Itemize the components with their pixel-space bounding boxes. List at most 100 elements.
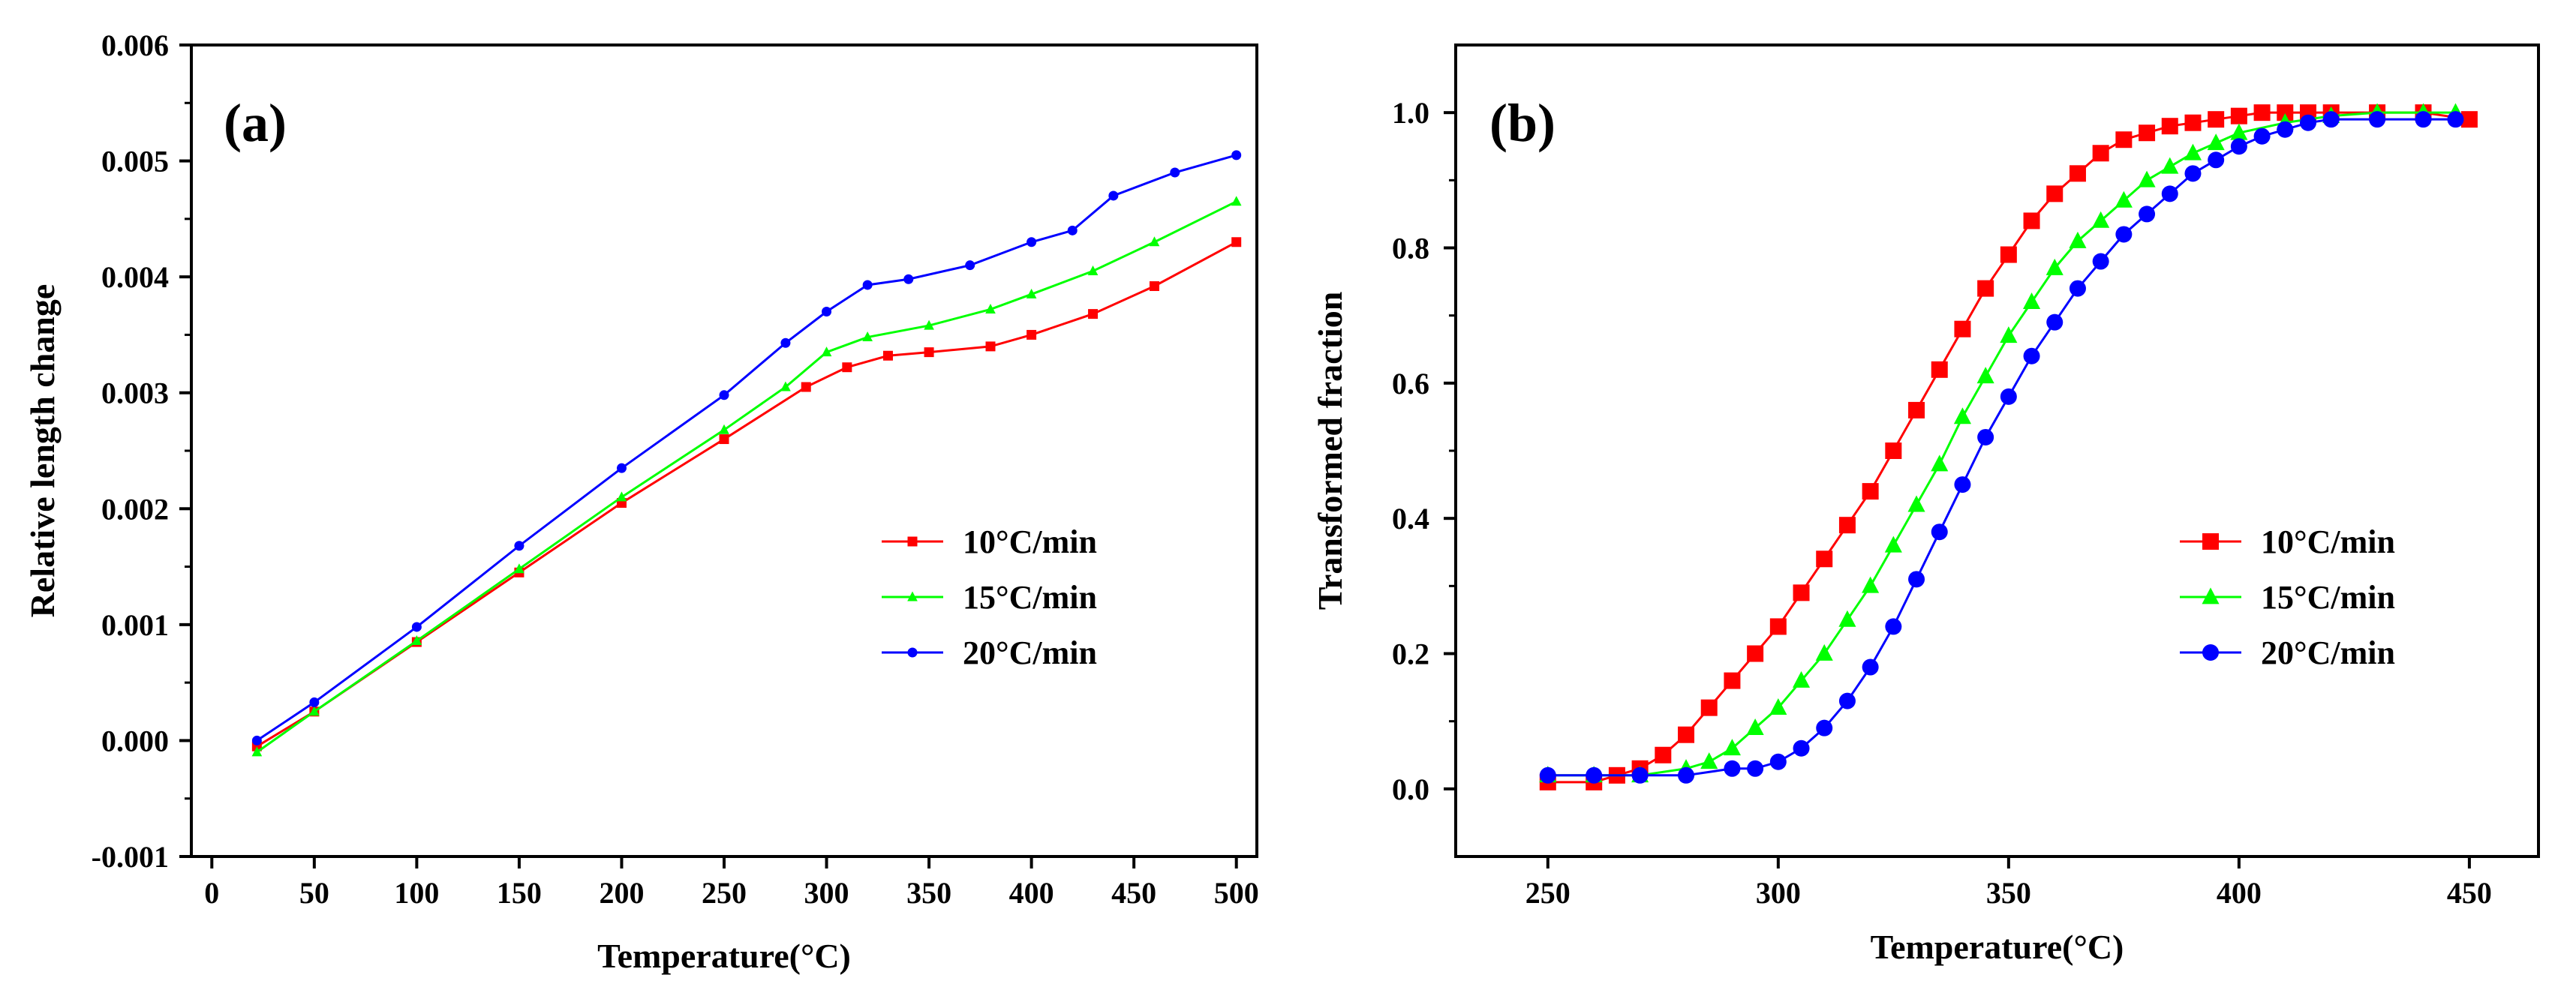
data-point xyxy=(1907,495,1925,512)
data-point xyxy=(2184,114,2202,131)
data-point xyxy=(780,338,791,348)
data-point xyxy=(251,746,263,757)
data-point xyxy=(1816,550,1833,568)
y-tick-label: 0.2 xyxy=(1392,638,1429,671)
data-point xyxy=(1170,167,1180,178)
legend-marker xyxy=(907,591,918,602)
y-tick-label: 0.005 xyxy=(101,145,169,178)
chart-panel-b: 250 300 350 400 450 0.0 0.2 0.4 0.6 0.8 1.0 Tempera… xyxy=(1311,44,2540,966)
data-point xyxy=(1838,610,1856,627)
data-point xyxy=(2046,314,2064,331)
series-line xyxy=(1547,118,2456,777)
data-point xyxy=(1862,576,1880,593)
data-point xyxy=(1678,766,1695,784)
data-point xyxy=(1793,584,1810,602)
data-point xyxy=(1724,760,1741,777)
data-point xyxy=(1792,670,1811,688)
data-point xyxy=(1977,280,1994,297)
data-point xyxy=(719,390,729,400)
data-point xyxy=(1231,237,1242,248)
data-point xyxy=(1026,329,1037,340)
y-tick-label: 0.8 xyxy=(1392,232,1429,266)
panel-label: (b) xyxy=(1489,93,1556,153)
data-point xyxy=(1678,726,1695,743)
series-10°C/min xyxy=(1539,104,2478,790)
data-point xyxy=(2069,165,2086,182)
data-point xyxy=(1088,309,1099,320)
legend-entry: 15°C/min xyxy=(2180,579,2395,616)
y-tick-label: 0.006 xyxy=(101,28,169,62)
series-20°C/min xyxy=(251,150,1242,746)
data-point xyxy=(309,706,320,716)
series-10°C/min xyxy=(251,237,1242,752)
y-tick-label: 0.000 xyxy=(101,724,169,758)
data-point xyxy=(2230,123,2248,140)
x-tick-label: 450 xyxy=(2447,876,2492,910)
data-point xyxy=(1908,401,1925,418)
legend-entry: 15°C/min xyxy=(882,579,1097,616)
series-20°C/min xyxy=(1539,111,2464,784)
x-tick-label: 150 xyxy=(497,876,542,910)
data-point xyxy=(1149,281,1159,292)
legend-entry: 10°C/min xyxy=(882,524,1097,560)
y-tick-label: 0.0 xyxy=(1392,772,1429,806)
data-point xyxy=(1746,718,1764,736)
data-point xyxy=(2415,111,2432,128)
data-point xyxy=(1747,760,1764,777)
y-tick-label: 0.004 xyxy=(101,260,169,294)
data-point xyxy=(862,332,873,342)
data-point xyxy=(2046,185,2064,202)
data-point xyxy=(1838,692,1856,710)
legend-marker xyxy=(907,647,918,658)
x-tick-label: 300 xyxy=(1756,876,1801,910)
legend-label: 10°C/min xyxy=(2261,524,2395,560)
data-point xyxy=(965,260,975,271)
legend-marker xyxy=(907,536,918,547)
data-point xyxy=(309,697,320,707)
x-tick-label: 250 xyxy=(1525,876,1571,910)
data-point xyxy=(985,341,996,352)
data-point xyxy=(1769,753,1787,770)
data-point xyxy=(1067,225,1078,236)
data-point xyxy=(1838,517,1856,534)
data-point xyxy=(2000,326,2018,344)
data-point xyxy=(1816,719,1833,736)
data-point xyxy=(719,434,729,445)
data-point xyxy=(2161,185,2178,202)
data-point xyxy=(1539,766,1556,784)
data-point xyxy=(924,320,934,330)
series-15°C/min xyxy=(1539,103,2465,783)
y-tick-label: 0.6 xyxy=(1392,367,1429,400)
legend-label: 20°C/min xyxy=(2261,634,2395,671)
data-point xyxy=(1862,658,1879,676)
data-point xyxy=(2230,138,2247,155)
data-point xyxy=(2069,231,2087,248)
x-tick-label: 250 xyxy=(702,876,747,910)
data-point xyxy=(2023,292,2041,309)
data-point xyxy=(1700,752,1718,770)
x-tick-label: 400 xyxy=(2217,876,2262,910)
y-tick-label: 0.001 xyxy=(101,608,169,642)
data-point xyxy=(2277,121,2294,138)
y-axis-label: Transformed fraction xyxy=(1311,292,1349,610)
legend-entry: 10°C/min xyxy=(2180,524,2395,560)
data-point xyxy=(1723,739,1741,756)
data-point xyxy=(2253,104,2271,122)
data-point xyxy=(822,307,832,317)
data-point xyxy=(1026,237,1037,248)
data-point xyxy=(1700,699,1718,716)
data-point xyxy=(2069,280,2086,297)
data-point xyxy=(2139,206,2156,223)
data-point xyxy=(2023,347,2040,364)
data-point xyxy=(801,382,811,392)
legend-label: 15°C/min xyxy=(2261,579,2395,616)
y-tick-label: 0.4 xyxy=(1392,502,1429,536)
legend-label: 20°C/min xyxy=(963,634,1097,671)
data-point xyxy=(1884,536,1902,553)
data-point xyxy=(1149,236,1160,247)
data-point xyxy=(842,362,852,373)
series-line xyxy=(1547,111,2470,784)
series-15°C/min xyxy=(251,196,1242,757)
data-point xyxy=(2138,170,2156,188)
